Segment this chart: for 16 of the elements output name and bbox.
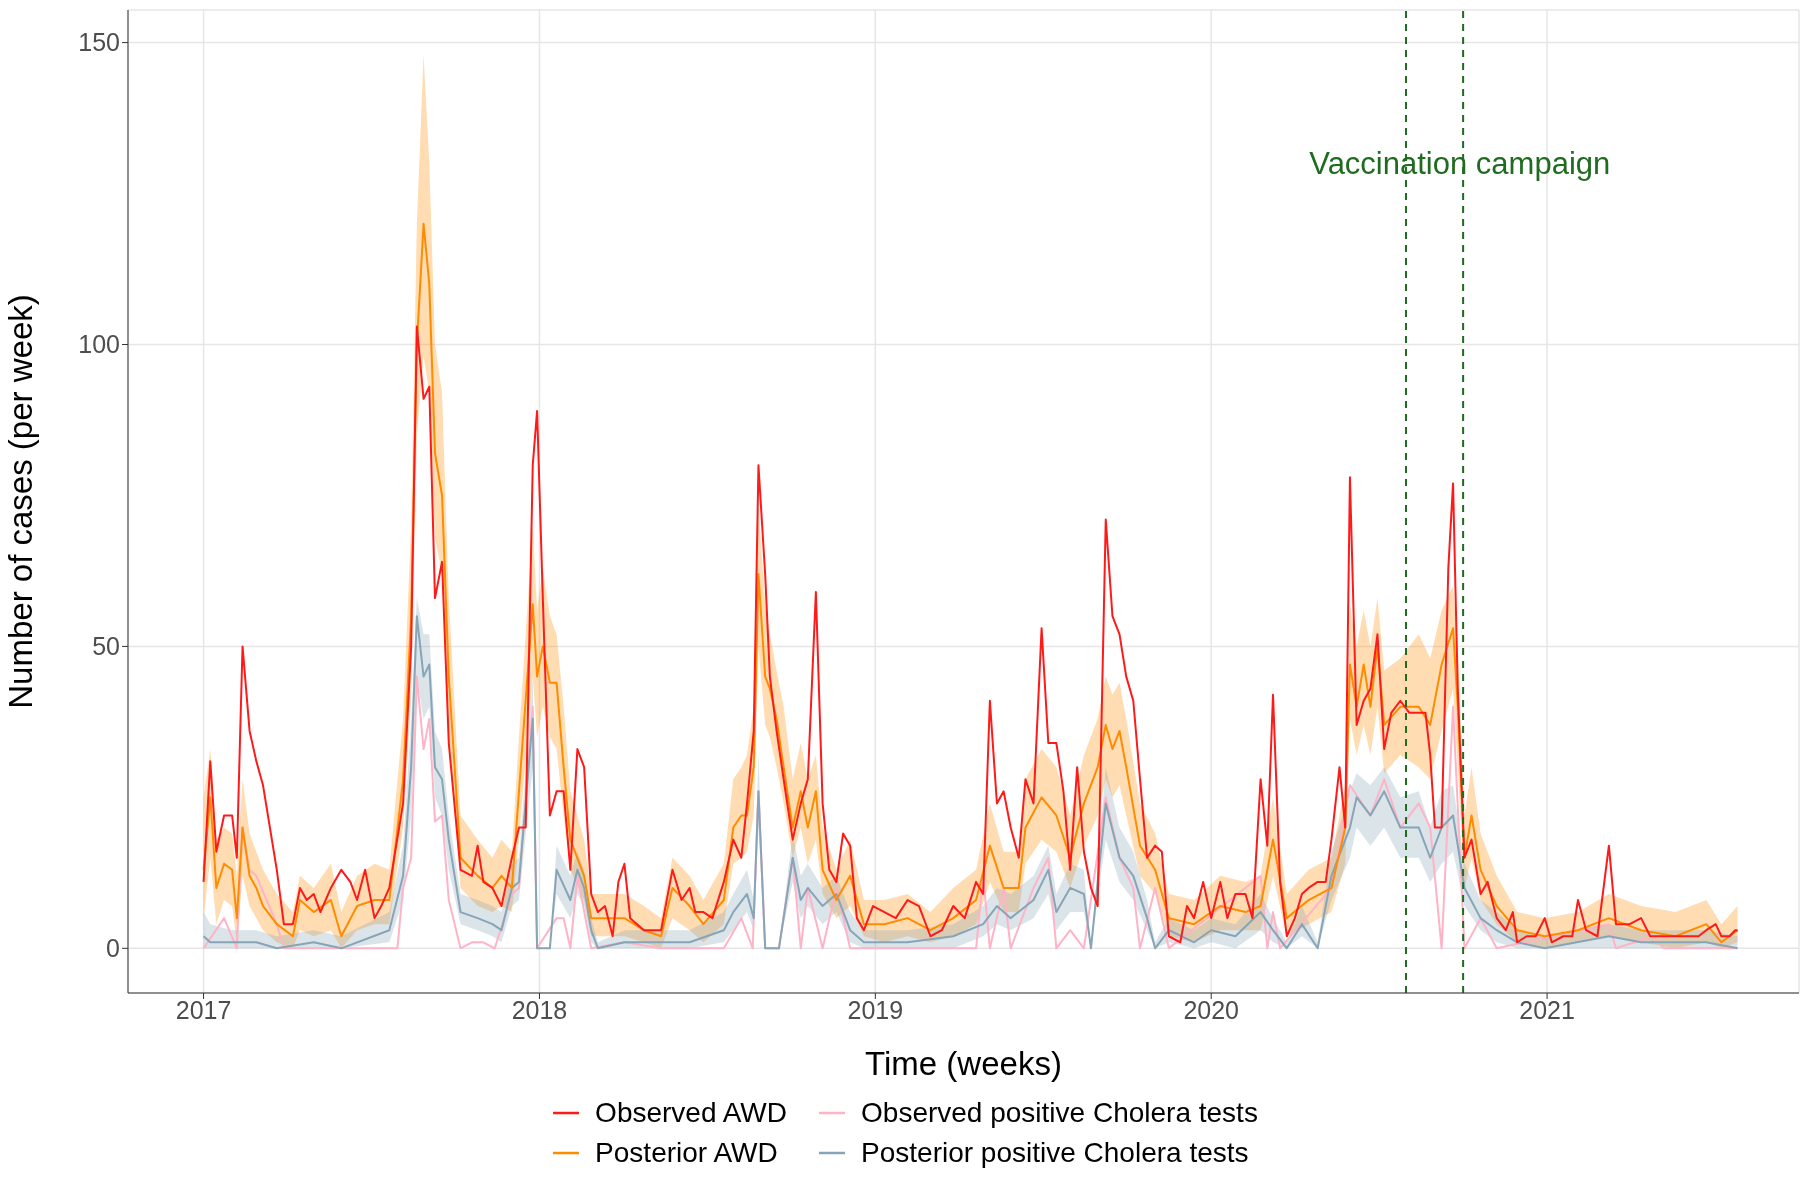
x-tick-label: 2021 — [1519, 995, 1575, 1024]
x-tick-label: 2019 — [847, 995, 904, 1024]
legend-label: Posterior AWD — [595, 1137, 778, 1169]
x-tick-label: 2020 — [1183, 995, 1240, 1024]
x-axis-title: Time (weeks) — [865, 1045, 1062, 1082]
legend-label: Posterior positive Cholera tests — [861, 1137, 1249, 1169]
x-tick-label: 2017 — [175, 995, 232, 1024]
legend-label: Observed positive Cholera tests — [861, 1097, 1258, 1129]
y-tick-label: 150 — [78, 28, 120, 57]
y-tick-label: 50 — [92, 632, 120, 661]
legend-label: Observed AWD — [595, 1097, 788, 1129]
x-tick-label: 2018 — [511, 995, 568, 1024]
y-tick-label: 0 — [106, 934, 120, 963]
y-tick-label: 100 — [78, 330, 120, 359]
annotation: Vaccination campaign — [1309, 146, 1611, 182]
y-axis-title: Number of cases (per week) — [1, 294, 39, 709]
